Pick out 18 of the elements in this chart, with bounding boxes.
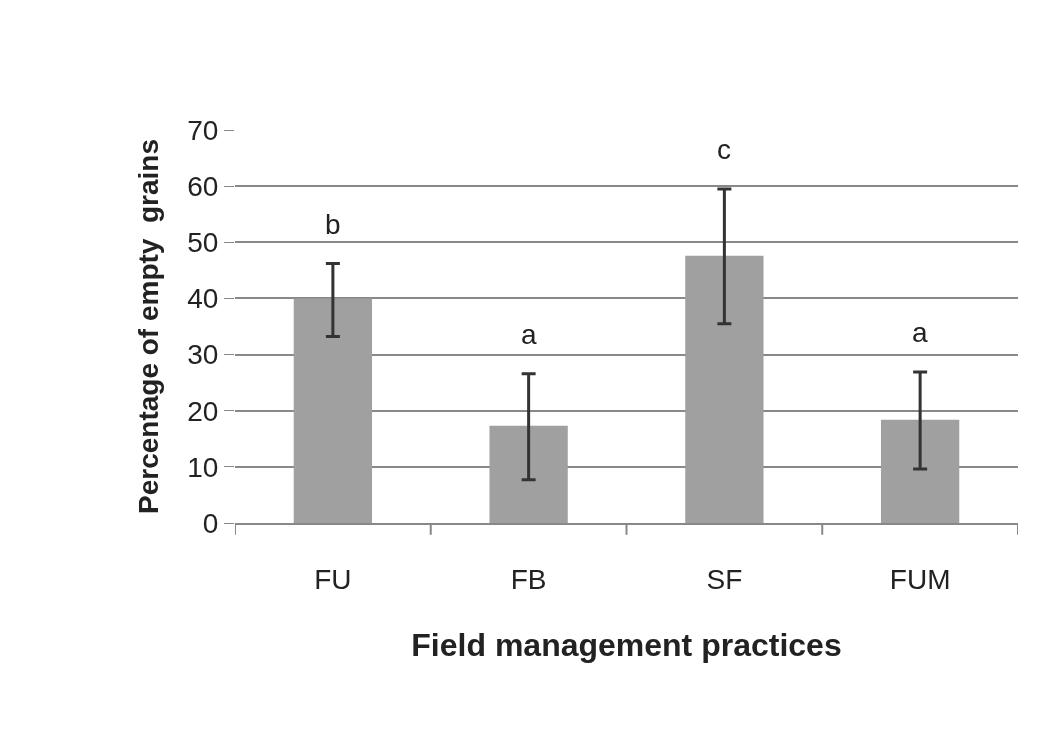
- annotation: a: [912, 317, 928, 348]
- y-tick-label: 20: [187, 395, 219, 427]
- y-axis-title: Percentage of empty grains: [132, 138, 164, 515]
- x-tick-label: FUM: [889, 563, 951, 595]
- annotation: c: [717, 134, 731, 165]
- y-tick-label: 50: [187, 227, 219, 259]
- y-tick-label: 70: [187, 114, 219, 146]
- x-tick-label: FB: [510, 563, 547, 595]
- y-tick-label: 30: [187, 339, 219, 371]
- y-tick-label: 60: [187, 170, 219, 202]
- x-axis-title: Field management practices: [411, 627, 842, 663]
- annotation: b: [325, 209, 341, 240]
- annotation: a: [521, 319, 537, 350]
- y-tick-label: 0: [202, 507, 219, 539]
- y-tick-label: 10: [187, 451, 219, 483]
- x-tick-label: FU: [314, 563, 352, 595]
- y-tick-label: 40: [187, 283, 219, 315]
- x-tick-label: SF: [706, 563, 743, 595]
